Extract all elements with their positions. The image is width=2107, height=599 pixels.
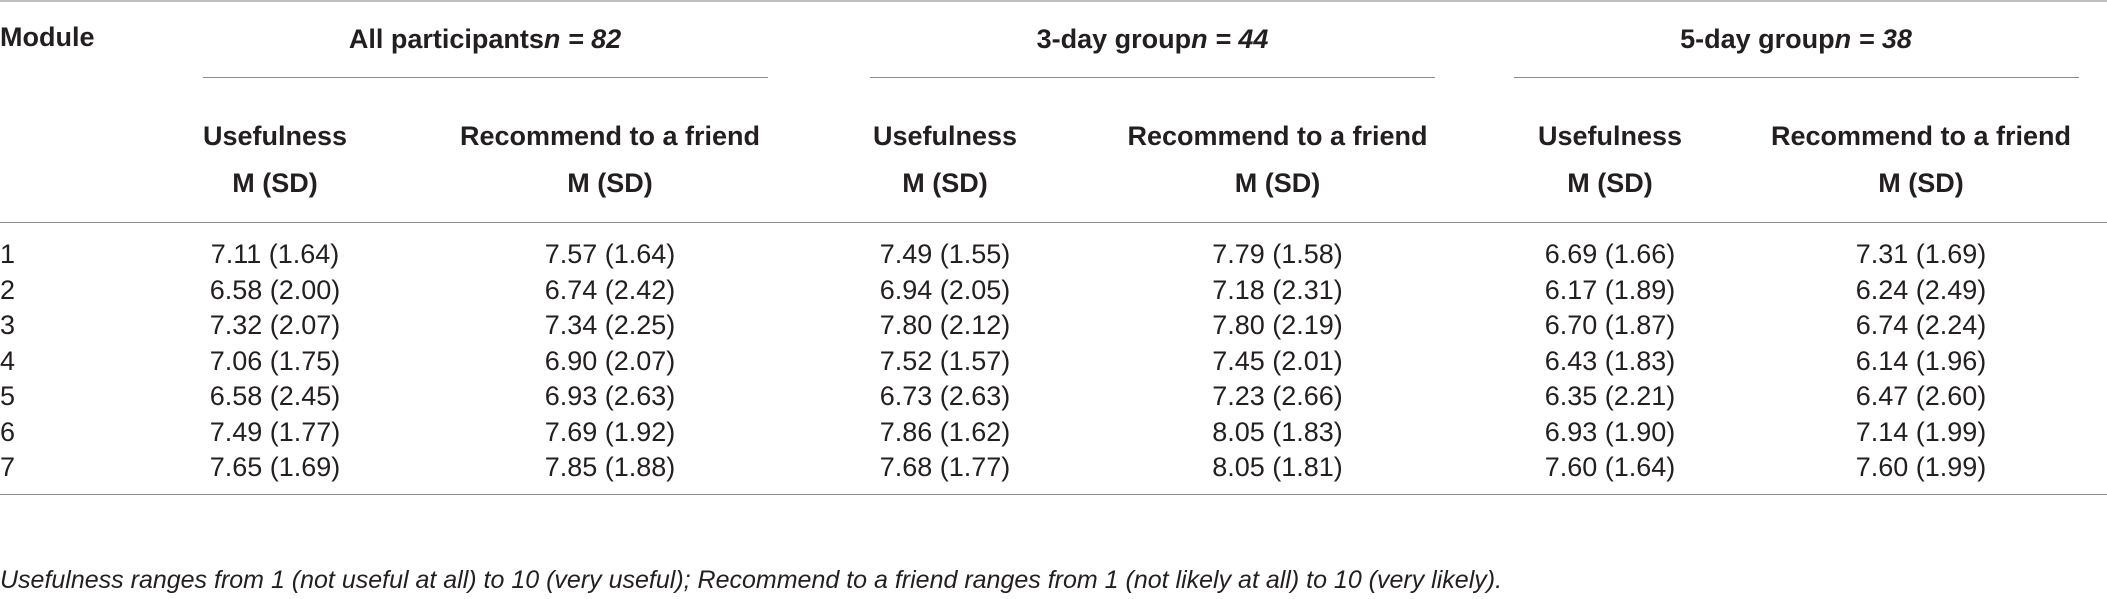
module-cell: 5 bbox=[0, 381, 16, 412]
value-cell: 7.85 (1.88) bbox=[400, 450, 820, 495]
value-cell: 6.74 (2.42) bbox=[544, 274, 676, 305]
value-cell: 6.90 (2.07) bbox=[544, 345, 676, 376]
value-cell: 6.94 (2.05) bbox=[879, 274, 1011, 305]
module-cell: 2 bbox=[0, 274, 16, 305]
value-cell: 7.60 (1.99) bbox=[1735, 450, 2107, 495]
group-header-3day: 3-day groupn = 44 bbox=[820, 0, 1485, 98]
value-cell: 7.14 (1.99) bbox=[1855, 416, 1987, 447]
module-ratings-table: Module All participantsn = 82 3-day grou… bbox=[0, 0, 2107, 495]
value-cell: 7.52 (1.57) bbox=[879, 345, 1011, 376]
group-n: n = 44 bbox=[1191, 24, 1269, 54]
value-cell: 8.05 (1.83) bbox=[1212, 416, 1343, 447]
value-cell: 6.35 (2.21) bbox=[1544, 381, 1676, 412]
module-cell: 3 bbox=[0, 310, 16, 341]
value-cell: 6.93 (2.63) bbox=[544, 381, 676, 412]
subheader-recommend: Recommend to a friend M (SD) bbox=[1735, 98, 2107, 223]
table-footnote: Usefulness ranges from 1 (not useful at … bbox=[0, 566, 1503, 594]
value-cell: 6.73 (2.63) bbox=[879, 381, 1011, 412]
table-row: 1 7.11 (1.64) 7.57 (1.64) 7.49 (1.55) 7.… bbox=[0, 223, 2107, 273]
value-cell: 6.58 (2.45) bbox=[209, 381, 341, 412]
table-row: 5 6.58 (2.45) 6.93 (2.63) 6.73 (2.63) 7.… bbox=[0, 379, 2107, 415]
module-cell: 4 bbox=[0, 345, 16, 376]
value-cell: 7.49 (1.55) bbox=[879, 239, 1011, 270]
value-cell: 7.60 (1.64) bbox=[1485, 450, 1735, 495]
value-cell: 6.47 (2.60) bbox=[1855, 381, 1987, 412]
value-cell: 7.34 (2.25) bbox=[544, 310, 676, 341]
value-cell: 7.49 (1.77) bbox=[209, 416, 341, 447]
module-cell: 1 bbox=[0, 239, 16, 270]
table-row: 7 7.65 (1.69) 7.85 (1.88) 7.68 (1.77) 8.… bbox=[0, 450, 2107, 495]
table-row: 4 7.06 (1.75) 6.90 (2.07) 7.52 (1.57) 7.… bbox=[0, 344, 2107, 380]
module-column-header: Module bbox=[0, 0, 150, 98]
module-cell: 6 bbox=[0, 416, 16, 447]
subheader-usefulness: Usefulness M (SD) bbox=[150, 98, 400, 223]
value-cell: 7.65 (1.69) bbox=[150, 450, 400, 495]
group-n: n = 82 bbox=[543, 24, 622, 54]
table-body: 1 7.11 (1.64) 7.57 (1.64) 7.49 (1.55) 7.… bbox=[0, 223, 2107, 495]
value-cell: 7.86 (1.62) bbox=[879, 416, 1011, 447]
value-cell: 7.06 (1.75) bbox=[209, 345, 341, 376]
table-row: 3 7.32 (2.07) 7.34 (2.25) 7.80 (2.12) 7.… bbox=[0, 308, 2107, 344]
value-cell: 7.68 (1.77) bbox=[820, 450, 1070, 495]
value-cell: 7.32 (2.07) bbox=[209, 310, 341, 341]
table-row: 6 7.49 (1.77) 7.69 (1.92) 7.86 (1.62) 8.… bbox=[0, 415, 2107, 451]
group-label: All participants bbox=[348, 24, 544, 54]
group-header-all: All participantsn = 82 bbox=[150, 0, 820, 98]
value-cell: 6.24 (2.49) bbox=[1855, 274, 1987, 305]
group-label: 5-day group bbox=[1680, 24, 1835, 54]
value-cell: 7.79 (1.58) bbox=[1212, 239, 1343, 270]
value-cell: 7.18 (2.31) bbox=[1212, 274, 1343, 305]
value-cell: 6.69 (1.66) bbox=[1544, 239, 1676, 270]
value-cell: 6.58 (2.00) bbox=[209, 274, 341, 305]
value-cell: 8.05 (1.81) bbox=[1070, 450, 1485, 495]
value-cell: 7.57 (1.64) bbox=[544, 239, 676, 270]
value-cell: 7.11 (1.64) bbox=[210, 239, 340, 270]
value-cell: 7.31 (1.69) bbox=[1855, 239, 1987, 270]
table-row: 2 6.58 (2.00) 6.74 (2.42) 6.94 (2.05) 7.… bbox=[0, 273, 2107, 309]
value-cell: 6.43 (1.83) bbox=[1544, 345, 1676, 376]
subheader-row: Usefulness M (SD) Recommend to a friend M … bbox=[0, 98, 2107, 223]
subheader-usefulness: Usefulness M (SD) bbox=[820, 98, 1070, 223]
module-cell: 7 bbox=[0, 450, 150, 495]
value-cell: 7.45 (2.01) bbox=[1212, 345, 1343, 376]
value-cell: 7.23 (2.66) bbox=[1212, 381, 1343, 412]
value-cell: 6.14 (1.96) bbox=[1855, 345, 1987, 376]
group-label: 3-day group bbox=[1036, 24, 1192, 54]
subheader-recommend: Recommend to a friend M (SD) bbox=[1070, 98, 1485, 223]
subheader-recommend: Recommend to a friend M (SD) bbox=[400, 98, 820, 223]
value-cell: 6.70 (1.87) bbox=[1544, 310, 1676, 341]
value-cell: 7.69 (1.92) bbox=[544, 416, 676, 447]
group-header-row: Module All participantsn = 82 3-day grou… bbox=[0, 0, 2107, 98]
module-subheader-blank bbox=[0, 98, 150, 223]
subheader-usefulness: Usefulness M (SD) bbox=[1485, 98, 1735, 223]
value-cell: 6.17 (1.89) bbox=[1544, 274, 1676, 305]
value-cell: 6.93 (1.90) bbox=[1544, 416, 1676, 447]
value-cell: 6.74 (2.24) bbox=[1855, 310, 1987, 341]
group-header-5day: 5-day groupn = 38 bbox=[1485, 0, 2107, 98]
value-cell: 7.80 (2.19) bbox=[1212, 310, 1343, 341]
value-cell: 7.80 (2.12) bbox=[879, 310, 1011, 341]
group-n: n = 38 bbox=[1834, 24, 1912, 54]
